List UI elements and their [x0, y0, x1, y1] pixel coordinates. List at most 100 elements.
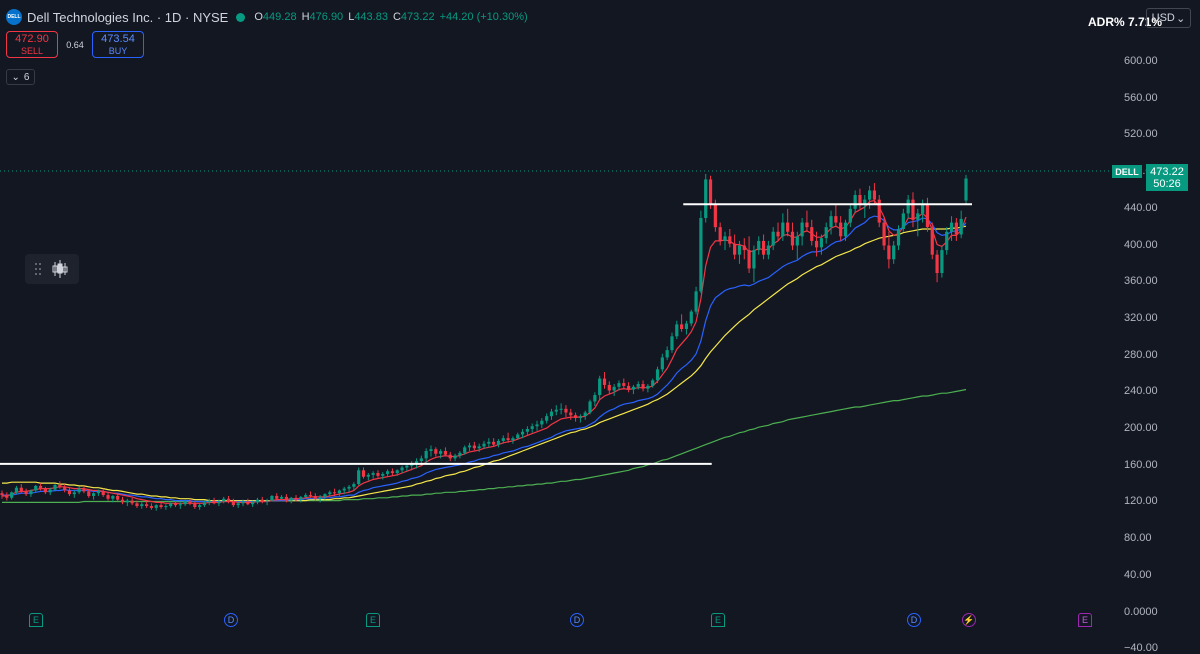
candle	[564, 405, 568, 418]
candle	[487, 438, 491, 448]
indicators-toggle[interactable]: ⌄ 6	[6, 69, 35, 85]
candle-body	[843, 222, 848, 237]
candle-body	[747, 250, 751, 269]
candle-body	[443, 451, 448, 455]
candle-body	[154, 505, 158, 508]
candle	[940, 245, 944, 278]
candle-body	[704, 179, 708, 218]
candle-body	[535, 424, 539, 427]
candle	[390, 468, 395, 476]
symbol-price-tag: DELL	[1112, 165, 1142, 178]
candle	[58, 481, 62, 489]
candle	[622, 378, 626, 390]
chevron-down-icon: ⌄	[11, 71, 20, 83]
candle	[212, 497, 216, 505]
candle-body	[868, 190, 872, 200]
candle-body	[708, 179, 713, 205]
dividend-marker[interactable]: D	[907, 613, 921, 627]
candle-body	[757, 240, 761, 251]
candle-body	[246, 501, 250, 505]
candle	[453, 453, 457, 462]
candle	[511, 436, 515, 444]
candle	[853, 190, 857, 214]
price-chart[interactable]	[0, 0, 1200, 629]
candle	[246, 498, 250, 506]
candles-icon[interactable]	[50, 259, 70, 279]
candle-body	[289, 497, 293, 501]
candle	[188, 498, 192, 506]
sell-button[interactable]: 472.90 SELL	[6, 31, 58, 58]
spread-value: 0.64	[66, 39, 84, 50]
ohlc-close: C473.22	[392, 11, 435, 23]
candle	[569, 408, 573, 420]
earnings-marker[interactable]: E	[1078, 613, 1092, 627]
dividend-marker[interactable]: D	[570, 613, 584, 627]
candle-body	[357, 470, 361, 485]
candle-body	[713, 204, 717, 228]
candle	[405, 463, 409, 472]
candle-body	[198, 505, 202, 507]
candle	[646, 384, 650, 393]
candle	[848, 204, 852, 228]
candle	[434, 447, 438, 457]
earnings-marker[interactable]: E	[29, 613, 43, 627]
y-tick-label: −40.00	[1124, 642, 1158, 654]
candle	[814, 231, 819, 257]
candle	[159, 502, 163, 509]
candle-body	[207, 500, 211, 503]
candle	[439, 449, 443, 459]
candle	[294, 495, 298, 502]
floating-toolbar[interactable]	[25, 254, 79, 284]
candle-body	[530, 426, 534, 429]
candle-body	[684, 323, 689, 329]
candle-body	[839, 222, 843, 237]
candle	[636, 381, 640, 390]
candle-body	[930, 227, 934, 255]
candle-body	[164, 506, 168, 508]
candle-body	[901, 213, 905, 229]
candle	[467, 442, 472, 452]
candle	[627, 382, 631, 393]
candle	[91, 492, 96, 500]
candle-body	[145, 504, 149, 507]
candle-body	[940, 250, 944, 274]
candle-body	[477, 446, 481, 449]
lightning-icon[interactable]: ⚡	[962, 613, 976, 627]
y-tick-label: 320.00	[1124, 311, 1158, 324]
candle-body	[761, 240, 766, 255]
candle	[887, 231, 891, 269]
candle	[265, 498, 269, 506]
candle	[337, 489, 341, 496]
symbol-title[interactable]: Dell Technologies Inc. · 1D · NYSE	[27, 9, 229, 25]
candle-body	[665, 350, 669, 358]
ohlc-open: O449.28	[254, 11, 297, 23]
candle	[130, 497, 134, 506]
candle-body	[429, 449, 433, 452]
candle-body	[564, 408, 568, 413]
currency-select[interactable]: USD ⌄	[1146, 8, 1191, 28]
candle-body	[554, 409, 558, 412]
candle-body	[265, 500, 269, 502]
candle	[149, 503, 154, 510]
dividend-marker[interactable]: D	[224, 613, 238, 627]
candle-body	[48, 489, 52, 493]
currency-label: USD	[1151, 12, 1175, 24]
buy-button[interactable]: 473.54 BUY	[92, 31, 144, 58]
adr-indicator: ADR% 7.71%	[1088, 15, 1163, 29]
earnings-marker[interactable]: E	[711, 613, 725, 627]
candle-body	[805, 222, 809, 228]
candle-body	[723, 236, 727, 241]
drag-handle-icon[interactable]	[34, 262, 42, 276]
candle	[140, 502, 144, 509]
candle	[786, 208, 790, 237]
candle	[675, 320, 679, 340]
candle	[116, 493, 120, 502]
candle-body	[631, 386, 636, 390]
candle-body	[848, 208, 852, 223]
candle	[588, 399, 592, 415]
candle	[549, 408, 554, 420]
candle-body	[824, 227, 828, 239]
earnings-marker[interactable]: E	[366, 613, 380, 627]
candle-body	[178, 504, 182, 506]
candle-body	[371, 473, 375, 475]
